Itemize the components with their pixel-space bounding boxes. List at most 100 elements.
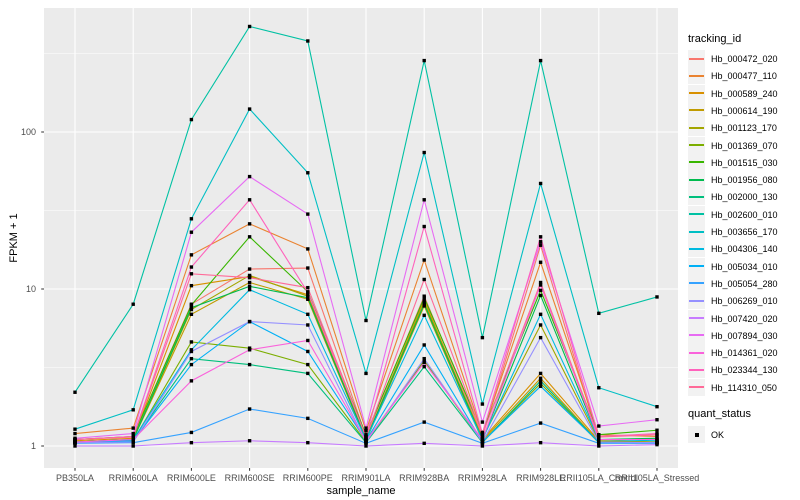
legend-key [688, 153, 705, 171]
data-point [538, 376, 543, 380]
data-point [247, 287, 252, 292]
legend-label: Hb_004306_140 [711, 244, 778, 255]
legend-key [688, 326, 705, 344]
data-point [306, 440, 310, 445]
data-point [422, 58, 426, 63]
legend-key-line-icon [689, 230, 704, 233]
legend-label: Hb_001369_070 [711, 140, 778, 151]
data-point [422, 304, 426, 308]
data-point [131, 431, 135, 436]
data-point [247, 222, 252, 226]
data-point [247, 174, 252, 179]
data-point [538, 235, 543, 239]
data-point [422, 302, 426, 306]
data-point [189, 265, 194, 269]
legend-key [688, 309, 705, 327]
legend-label: OK [711, 430, 725, 440]
data-point [189, 379, 194, 383]
data-point [422, 358, 426, 363]
data-point [306, 212, 310, 216]
x-tick-label-RRIM600SE: RRIM600SE [224, 473, 275, 483]
data-point [538, 335, 543, 340]
data-point [189, 430, 194, 435]
data-point [480, 433, 485, 437]
data-point [538, 379, 543, 383]
data-point [655, 418, 659, 422]
legend-key-line-icon [689, 282, 704, 285]
y-tick-label-1: 1 [30, 441, 36, 451]
legend-key-line-icon [689, 317, 704, 319]
data-point [422, 296, 426, 300]
x-axis-title: sample_name [326, 485, 396, 497]
data-point [364, 439, 368, 443]
data-point [131, 437, 135, 442]
data-point [422, 441, 426, 446]
x-tick-label-RRIM928LE: RRIM928LE [516, 473, 566, 483]
legend-label: Hb_000614_190 [711, 105, 778, 116]
data-point [306, 312, 310, 317]
legend-key [688, 274, 705, 292]
legend-label: Hb_001123_170 [711, 123, 777, 134]
data-point [655, 440, 659, 445]
legend-key-line-icon [689, 386, 704, 389]
data-point [597, 424, 601, 428]
data-point [247, 284, 252, 289]
data-point [306, 285, 310, 290]
data-point [655, 433, 659, 437]
data-point [73, 440, 77, 444]
legend-label: Hb_005054_280 [711, 278, 778, 289]
data-point [538, 283, 543, 287]
legend-key [688, 136, 705, 154]
data-point [422, 313, 426, 317]
x-tick-label-PB350LA: PB350LA [55, 473, 95, 483]
data-point [73, 390, 77, 394]
data-point [422, 298, 426, 302]
data-point [131, 302, 135, 306]
data-point [364, 435, 368, 439]
data-point [306, 323, 310, 327]
data-point [189, 306, 194, 310]
data-point [131, 426, 135, 430]
data-point [189, 253, 194, 257]
data-point [247, 348, 252, 352]
legend-label: Hb_007420_020 [711, 313, 778, 324]
data-point [189, 340, 194, 344]
x-tick-label-RRIM600LE: RRIM600LE [166, 473, 216, 483]
data-point [480, 420, 485, 424]
data-point [422, 277, 426, 282]
data-point [247, 273, 252, 278]
legend-key-line-icon [689, 334, 704, 337]
data-point [247, 362, 252, 367]
x-tick-label-RRIM928BA: RRIM928BA [399, 473, 450, 483]
data-point [538, 440, 543, 445]
x-tick-label-RRIM600PE: RRIM600PE [282, 473, 333, 483]
data-point [538, 181, 543, 186]
legend-key [688, 223, 705, 240]
data-point [247, 319, 252, 324]
data-point [364, 433, 368, 437]
legend-key [688, 84, 705, 102]
legend-key-line-icon [689, 351, 704, 354]
data-point [189, 272, 194, 276]
legend-label: Hb_014361_020 [711, 348, 778, 359]
data-point [538, 280, 543, 285]
data-point [538, 421, 543, 425]
x-tick-label-RRIM928LA: RRIM928LA [457, 473, 507, 483]
legend-label: Hb_001956_080 [711, 175, 778, 186]
data-point [306, 371, 310, 376]
legend-label: Hb_005034_010 [711, 261, 778, 272]
legend-key-line-icon [689, 195, 704, 198]
data-point [538, 243, 543, 247]
legend-label: Hb_002600_010 [711, 209, 778, 220]
legend-key [688, 257, 705, 275]
data-point [655, 295, 659, 299]
data-point [480, 437, 485, 442]
data-point [364, 429, 368, 433]
legend-key [688, 171, 705, 189]
data-point [131, 444, 135, 448]
legend-label: Hb_001515_030 [711, 157, 778, 168]
legend-key-line-icon [689, 299, 704, 302]
data-point [306, 290, 310, 295]
legend-key-line-icon [689, 92, 704, 95]
